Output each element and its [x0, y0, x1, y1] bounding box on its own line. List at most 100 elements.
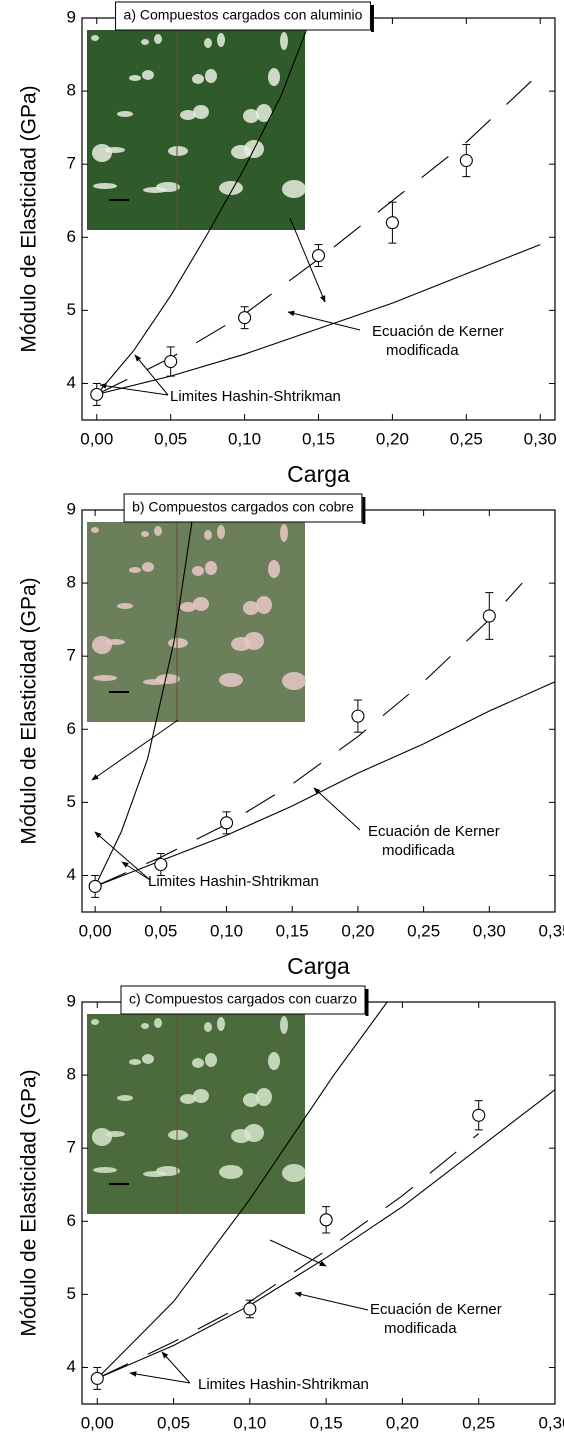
inset-particle — [243, 601, 259, 615]
title-box — [120, 985, 366, 1015]
inset-particle — [93, 183, 117, 189]
x-tick-label: 0,00 — [81, 1413, 114, 1432]
x-tick-label: 0,15 — [302, 429, 335, 448]
inset-particle — [142, 70, 154, 80]
inset-particle — [92, 144, 112, 162]
annotation-text: Ecuación de Kerner — [370, 1301, 502, 1318]
data-point — [311, 248, 326, 263]
inset-particle — [205, 69, 217, 83]
y-tick-label: 5 — [67, 1284, 76, 1303]
annotation-text: Ecuación de Kerner — [368, 823, 500, 840]
y-tick-label: 8 — [67, 1065, 76, 1084]
x-axis-label: Carga — [287, 461, 350, 487]
data-point — [385, 216, 399, 230]
inset-particle — [219, 1165, 243, 1179]
x-tick-label: 0,10 — [228, 429, 261, 448]
model-curve — [94, 681, 555, 887]
inset-particle — [141, 1023, 149, 1029]
y-tick-label: 8 — [67, 81, 76, 100]
inset-particle — [204, 38, 212, 48]
inset-particle — [256, 1088, 272, 1106]
inset-photo-right — [177, 30, 305, 230]
inset-particle — [204, 1022, 212, 1032]
x-tick-label: 0,10 — [233, 1413, 266, 1432]
annotation-arrow — [289, 217, 326, 303]
inset-particle — [231, 637, 251, 651]
annotation-arrow — [121, 861, 151, 881]
annotation-arrow — [313, 787, 361, 831]
inset-particle — [93, 1167, 117, 1173]
inset-particle — [193, 105, 209, 119]
inset-particle — [93, 675, 117, 681]
x-tick-label: 0,00 — [79, 921, 112, 940]
inset-particle — [154, 526, 162, 536]
inset-particle — [217, 525, 225, 539]
panel: 4567890,000,050,100,150,200,250,30CargaM… — [18, 985, 564, 1432]
inset-particle — [280, 1016, 288, 1034]
annotation-arrow — [287, 310, 361, 331]
inset-particle — [205, 561, 217, 575]
y-tick-label: 8 — [67, 573, 76, 592]
inset-particle — [129, 567, 141, 573]
x-tick-label: 0,25 — [462, 1413, 495, 1432]
y-axis-label: Módulo de Elasticidad (GPa) — [18, 1069, 41, 1336]
x-axis-label: Carga — [287, 953, 350, 979]
inset-particle — [129, 75, 141, 81]
title-box — [115, 1, 371, 31]
inset-particle — [154, 34, 162, 44]
inset-particle — [282, 180, 306, 198]
title-box — [123, 493, 363, 523]
inset-particle — [192, 1058, 204, 1068]
annotation-arrow — [91, 719, 179, 781]
inset-particle — [243, 1093, 259, 1107]
y-tick-label: 5 — [67, 300, 76, 319]
chart-title: a) Compuestos cargados con aluminio — [124, 7, 363, 23]
data-point — [243, 1302, 257, 1316]
model-curve — [94, 582, 523, 887]
x-tick-label: 0,30 — [524, 429, 557, 448]
model-curve — [96, 18, 312, 395]
inset-particle — [142, 1054, 154, 1064]
x-tick-label: 0,25 — [407, 921, 440, 940]
inset-particle — [219, 673, 243, 687]
inset-particle — [168, 1130, 188, 1140]
x-tick-label: 0,10 — [210, 921, 243, 940]
y-tick-label: 4 — [67, 1357, 76, 1376]
inset-particle — [217, 33, 225, 47]
x-tick-label: 0,05 — [144, 921, 177, 940]
annotation-text: modificada — [386, 342, 459, 359]
model-curve — [96, 1002, 388, 1379]
inset-particle — [268, 68, 280, 86]
inset-particle — [143, 187, 167, 193]
annotation-text: Limites Hashin-Shtrikman — [198, 1376, 369, 1393]
inset-photo-right — [177, 522, 305, 722]
inset-particle — [117, 603, 133, 609]
inset-particle — [192, 74, 204, 84]
x-tick-label: 0,00 — [80, 429, 113, 448]
data-point — [90, 1371, 104, 1385]
data-point — [154, 857, 168, 872]
x-tick-label: 0,35 — [538, 921, 564, 940]
x-tick-label: 0,15 — [310, 1413, 343, 1432]
inset-particle — [193, 597, 209, 611]
y-tick-label: 4 — [67, 373, 76, 392]
model-curve — [94, 510, 195, 887]
data-point — [351, 709, 365, 723]
x-tick-label: 0,05 — [154, 429, 187, 448]
data-point — [164, 354, 178, 369]
y-tick-label: 6 — [67, 1211, 76, 1230]
annotation-arrow — [99, 383, 169, 396]
inset-particle — [92, 1128, 112, 1146]
x-tick-label: 0,20 — [341, 921, 374, 940]
annotation-arrow — [161, 1351, 191, 1384]
inset-particle — [282, 1164, 306, 1182]
inset-particle — [142, 562, 154, 572]
inset-particle — [154, 1018, 162, 1028]
inset-particle — [193, 1089, 209, 1103]
x-tick-label: 0,20 — [376, 429, 409, 448]
inset-particle — [168, 638, 188, 648]
inset-particle — [268, 1052, 280, 1070]
inset-particle — [141, 531, 149, 537]
